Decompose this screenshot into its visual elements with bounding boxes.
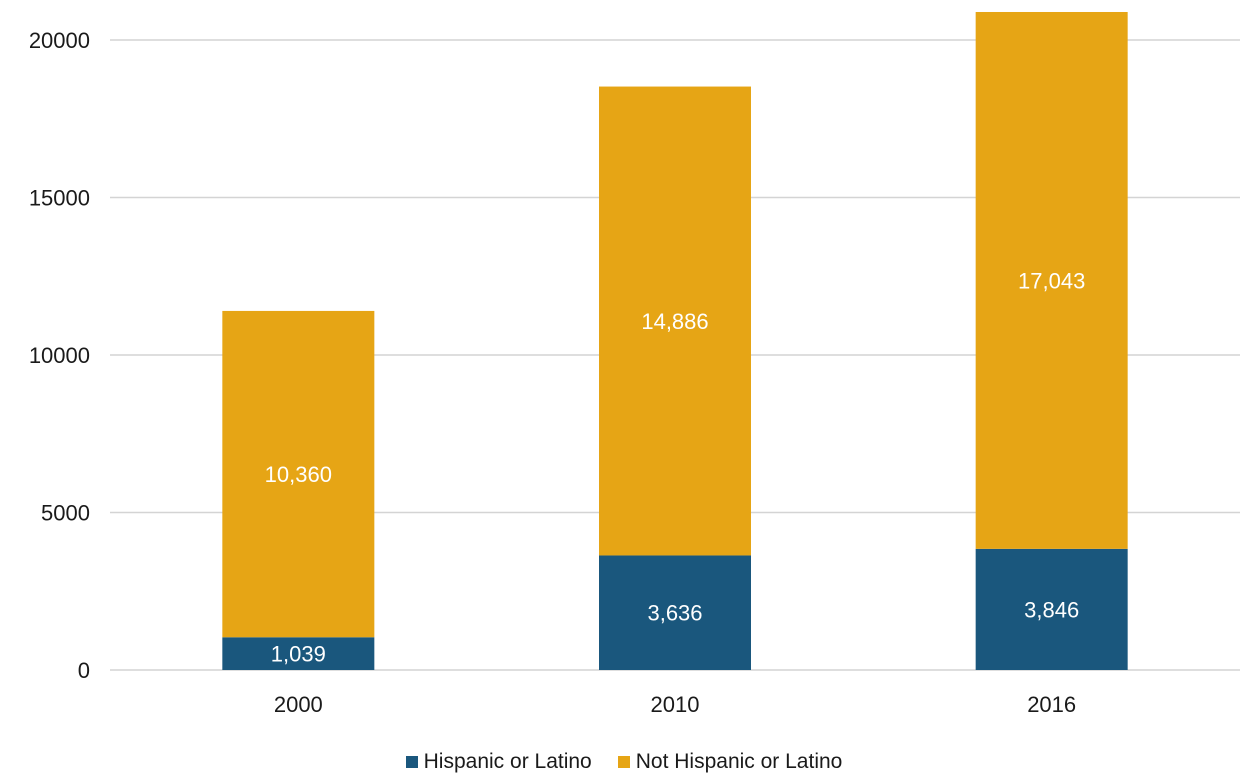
x-tick-label-2016: 2016 bbox=[1027, 692, 1076, 717]
x-tick-label-2000: 2000 bbox=[274, 692, 323, 717]
y-tick-label-20000: 20000 bbox=[29, 28, 90, 53]
data-label-hispanic-2000: 1,039 bbox=[271, 642, 326, 667]
legend: Hispanic or Latino Not Hispanic or Latin… bbox=[0, 748, 1248, 775]
bars bbox=[222, 11, 1128, 670]
legend-label-hispanic: Hispanic or Latino bbox=[423, 749, 592, 773]
data-labels: 1,039 10,360 3,636 14,886 3,846 17,043 bbox=[265, 268, 1086, 666]
y-tick-label-15000: 15000 bbox=[29, 186, 90, 211]
data-label-hispanic-2016: 3,846 bbox=[1024, 597, 1079, 622]
y-tick-label-5000: 5000 bbox=[41, 501, 90, 526]
legend-item-not-hispanic[interactable]: Not Hispanic or Latino bbox=[617, 749, 843, 774]
y-tick-label-10000: 10000 bbox=[29, 343, 90, 368]
bar-not-hispanic-2010[interactable] bbox=[599, 86, 751, 556]
y-tick-label-0: 0 bbox=[78, 658, 90, 683]
legend-label-not-hispanic: Not Hispanic or Latino bbox=[635, 749, 843, 773]
bar-hispanic-2010[interactable] bbox=[599, 555, 751, 670]
bar-hispanic-2000[interactable] bbox=[222, 637, 375, 670]
bar-hispanic-2016[interactable] bbox=[975, 548, 1128, 670]
x-axis-ticks: 2000 2010 2016 bbox=[274, 692, 1076, 717]
stacked-bar-chart: 0 5000 10000 15000 20000 1,039 10,360 3,636 14,… bbox=[29, 11, 1240, 717]
data-label-hispanic-2010: 3,636 bbox=[647, 601, 702, 626]
legend-item-hispanic[interactable]: Hispanic or Latino bbox=[405, 749, 592, 774]
x-tick-label-2010: 2010 bbox=[651, 692, 700, 717]
bar-not-hispanic-2000[interactable] bbox=[222, 310, 375, 638]
bar-not-hispanic-2016[interactable] bbox=[975, 11, 1128, 549]
legend-swatch-hispanic bbox=[405, 755, 418, 768]
data-label-not-hispanic-2010: 14,886 bbox=[641, 309, 708, 334]
data-label-not-hispanic-2000: 10,360 bbox=[265, 462, 332, 487]
legend-swatch-not-hispanic bbox=[617, 755, 630, 768]
y-axis-ticks: 0 5000 10000 15000 20000 bbox=[29, 28, 90, 683]
data-label-not-hispanic-2016: 17,043 bbox=[1018, 268, 1085, 293]
